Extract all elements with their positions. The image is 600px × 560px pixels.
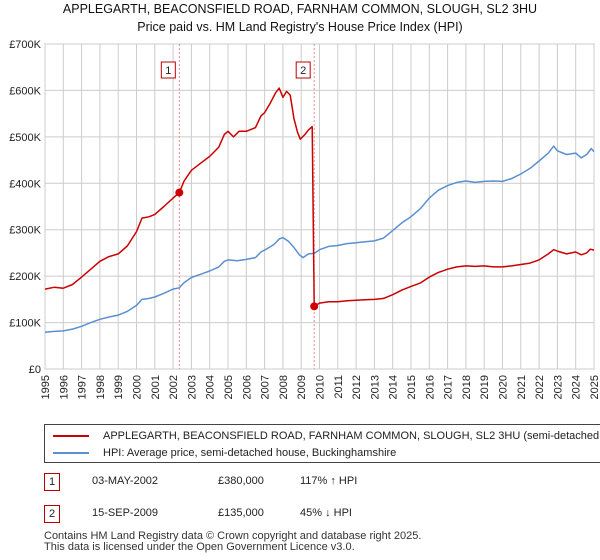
x-tick-label: 1996 [58,375,70,399]
x-tick-label: 2024 [571,375,583,399]
sale-point [175,188,184,197]
sale-price: £135,000 [218,507,264,519]
legend-swatch-hpi [53,452,89,454]
legend: APPLEGARTH, BEACONSFIELD ROAD, FARNHAM C… [44,424,600,463]
x-tick-label: 2016 [424,375,436,399]
x-tick-label: 2002 [168,375,180,399]
x-tick-label: 2001 [150,375,162,399]
x-tick-label: 1995 [40,375,52,399]
x-tick-label: 2009 [296,375,308,399]
sale-row: 1 03-MAY-2002 £380,000 117% ↑ HPI [0,473,600,493]
legend-label-property: APPLEGARTH, BEACONSFIELD ROAD, FARNHAM C… [103,430,600,442]
sale-label-text: 1 [165,65,171,77]
grid [44,43,595,370]
x-tick-label: 2013 [369,375,381,399]
sale-badge: 2 [44,505,60,523]
y-tick-label: £300K [9,225,41,237]
hpi-line [44,145,595,334]
sale-hpi-change: 45% ↓ HPI [300,507,352,519]
x-tick-label: 2010 [315,375,327,399]
x-tick-label: 2019 [479,375,491,399]
sale-hpi-change: 117% ↑ HPI [300,475,358,487]
sale-row: 2 15-SEP-2009 £135,000 45% ↓ HPI [0,505,600,525]
series-lines [44,87,595,334]
footer-line-1: Contains HM Land Registry data © Crown c… [44,530,422,542]
price-chart: £0 £100K £200K £300K £400K £500K £600K £700K 19… [9,39,600,399]
y-tick-label: £600K [9,85,41,97]
x-tick-label: 1998 [95,375,107,399]
title-line-1: APPLEGARTH, BEACONSFIELD ROAD, FARNHAM C… [62,2,538,16]
x-tick-label: 2011 [333,375,345,399]
y-tick-label: £700K [9,39,41,51]
x-tick-label: 2015 [406,375,418,399]
y-tick-label: £400K [9,178,41,190]
legend-item-property: APPLEGARTH, BEACONSFIELD ROAD, FARNHAM C… [53,428,600,444]
x-tick-label: 2003 [186,375,198,399]
title-line-2: Price paid vs. HM Land Registry's House … [137,20,463,34]
x-tick-label: 2007 [260,375,272,399]
chart-title: APPLEGARTH, BEACONSFIELD ROAD, FARNHAM C… [0,0,600,36]
sale-points [175,188,319,311]
sale-point [310,302,319,311]
legend-item-hpi: HPI: Average price, semi-detached house,… [53,445,396,461]
x-tick-label: 2018 [461,375,473,399]
sale-price: £380,000 [218,475,264,487]
sale-badge: 1 [44,473,60,491]
x-tick-label: 2000 [132,375,144,399]
x-tick-label: 1999 [113,375,125,399]
y-tick-label: £500K [9,132,41,144]
sale-label-text: 2 [300,65,306,77]
x-tick-label: 2025 [589,375,600,399]
footer-line-2: This data is licensed under the Open Gov… [44,541,355,553]
x-tick-label: 2021 [516,375,528,399]
x-tick-label: 1997 [77,375,89,399]
x-axis: 1995 1996 1997 1998 1999 2000 2001 2002 2003 2004… [40,375,600,399]
x-tick-label: 2017 [443,375,455,399]
x-tick-label: 2023 [552,375,564,399]
y-tick-label: £0 [29,364,41,376]
legend-swatch-property [53,435,89,437]
x-tick-label: 2014 [388,375,400,399]
sale-label-box [295,61,311,79]
sale-date: 03-MAY-2002 [92,475,159,487]
sale-date: 15-SEP-2009 [92,507,159,519]
y-tick-label: £200K [9,271,41,283]
x-tick-label: 2005 [223,375,235,399]
property-price-line [44,87,595,308]
sale-label-box [160,61,176,79]
x-tick-label: 2008 [278,375,290,399]
legend-label-hpi: HPI: Average price, semi-detached house,… [103,447,397,459]
y-tick-label: £100K [9,318,41,330]
x-tick-label: 2022 [534,375,546,399]
x-tick-label: 2006 [241,375,253,399]
footer: Contains HM Land Registry data © Crown c… [44,531,421,553]
x-tick-label: 2012 [351,375,363,399]
x-tick-label: 2004 [205,375,217,399]
y-axis: £0 £100K £200K £300K £400K £500K £600K £700K [9,39,41,376]
x-tick-label: 2020 [498,375,510,399]
